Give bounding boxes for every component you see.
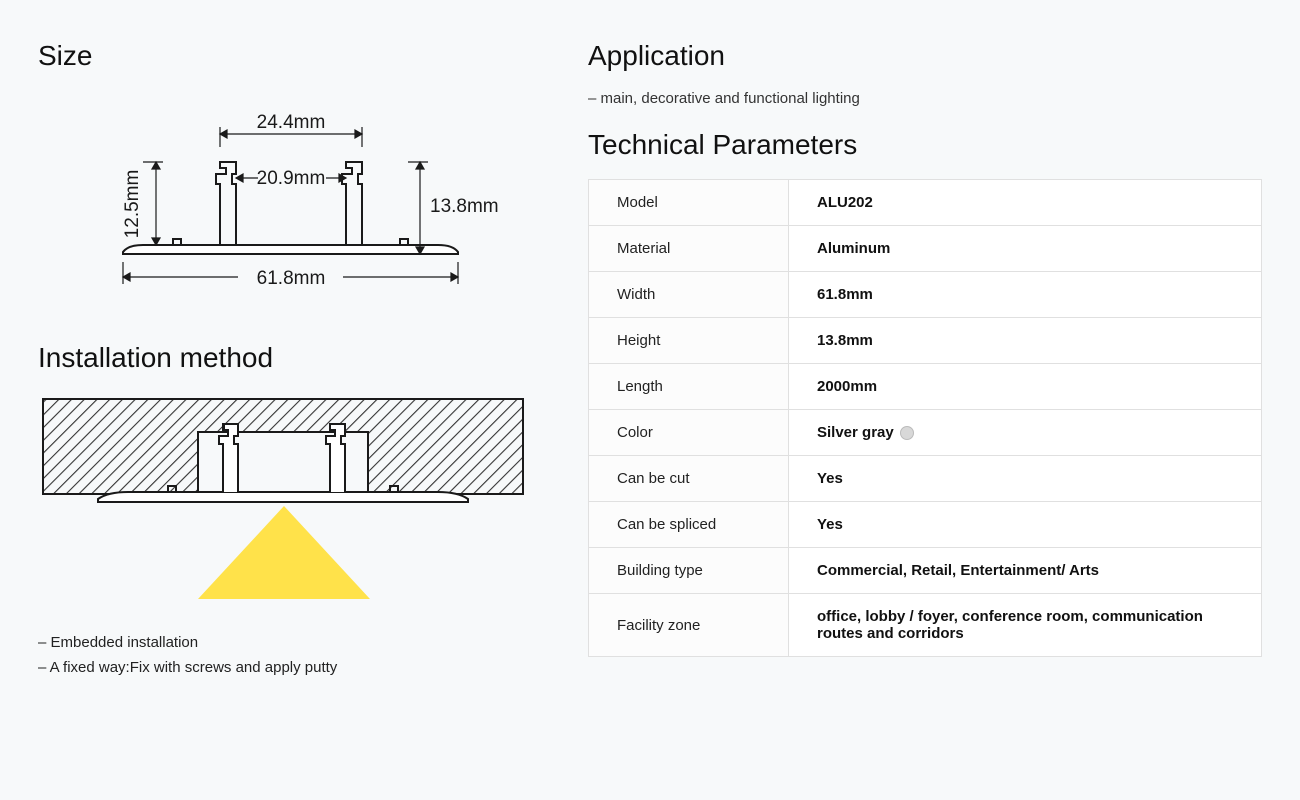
param-label: Material <box>589 226 789 272</box>
install-note-2: – A fixed way:Fix with screws and apply … <box>38 659 538 676</box>
param-label: Can be cut <box>589 456 789 502</box>
param-value: Yes <box>789 456 1262 502</box>
param-value: Silver gray <box>789 410 1262 456</box>
param-value: office, lobby / foyer, conference room, … <box>789 594 1262 657</box>
table-row: Facility zoneoffice, lobby / foyer, conf… <box>589 594 1262 657</box>
technical-table: ModelALU202MaterialAluminumWidth61.8mmHe… <box>588 179 1262 657</box>
application-text: – main, decorative and functional lighti… <box>588 90 1262 107</box>
param-label: Facility zone <box>589 594 789 657</box>
param-label: Width <box>589 272 789 318</box>
size-heading: Size <box>38 40 538 72</box>
table-row: ModelALU202 <box>589 180 1262 226</box>
table-row: Can be cutYes <box>589 456 1262 502</box>
application-heading: Application <box>588 40 1262 72</box>
dim-left-height: 12.5mm <box>122 170 143 239</box>
installation-notes: – Embedded installation – A fixed way:Fi… <box>38 634 538 676</box>
color-swatch-icon <box>900 426 914 440</box>
dim-top-width: 24.4mm <box>257 112 326 133</box>
table-row: Building typeCommercial, Retail, Enterta… <box>589 548 1262 594</box>
param-value: Aluminum <box>789 226 1262 272</box>
technical-heading: Technical Parameters <box>588 129 1262 161</box>
param-value: 13.8mm <box>789 318 1262 364</box>
table-row: Can be splicedYes <box>589 502 1262 548</box>
size-diagram: 24.4mm 20.9mm 12.5mm 13.8mm 61.8mm <box>108 112 498 312</box>
installation-heading: Installation method <box>38 342 538 374</box>
param-label: Can be spliced <box>589 502 789 548</box>
param-value: ALU202 <box>789 180 1262 226</box>
param-value: Yes <box>789 502 1262 548</box>
table-row: ColorSilver gray <box>589 410 1262 456</box>
param-label: Color <box>589 410 789 456</box>
installation-diagram <box>38 394 528 604</box>
table-row: Width61.8mm <box>589 272 1262 318</box>
dim-right-height: 13.8mm <box>430 196 498 217</box>
param-label: Building type <box>589 548 789 594</box>
param-value: 2000mm <box>789 364 1262 410</box>
table-row: Length2000mm <box>589 364 1262 410</box>
table-row: MaterialAluminum <box>589 226 1262 272</box>
param-label: Model <box>589 180 789 226</box>
param-label: Height <box>589 318 789 364</box>
dim-inner-width: 20.9mm <box>257 168 326 189</box>
param-value: Commercial, Retail, Entertainment/ Arts <box>789 548 1262 594</box>
dim-base-width: 61.8mm <box>257 268 326 289</box>
table-row: Height13.8mm <box>589 318 1262 364</box>
install-note-1: – Embedded installation <box>38 634 538 651</box>
param-value: 61.8mm <box>789 272 1262 318</box>
param-label: Length <box>589 364 789 410</box>
